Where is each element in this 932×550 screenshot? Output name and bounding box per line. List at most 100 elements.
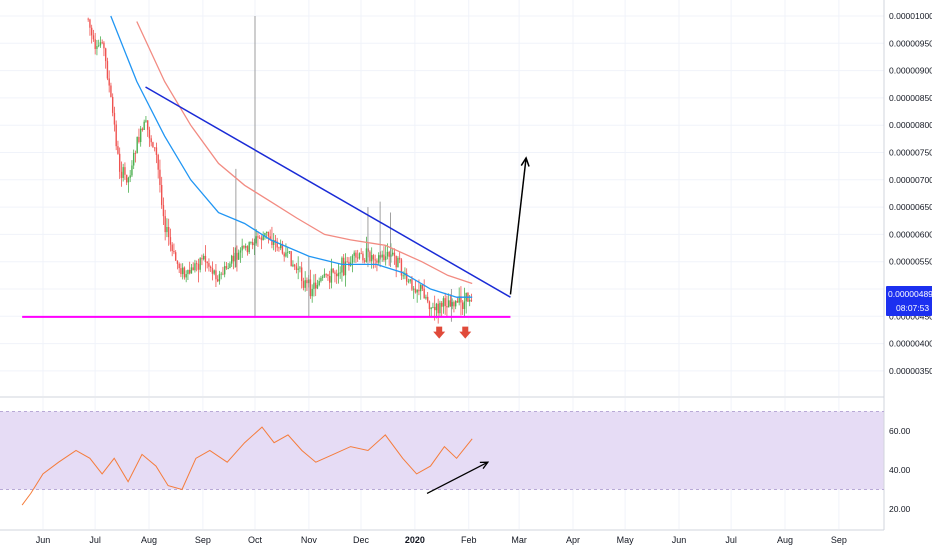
rsi-divergence-arrow [426, 461, 489, 494]
candle-body [432, 306, 434, 308]
candle-body [113, 112, 116, 125]
candle-body [411, 279, 413, 290]
candle-body [309, 279, 312, 297]
ma-slow-line [136, 21, 473, 285]
candle-body [398, 257, 401, 260]
candle-body [99, 42, 102, 46]
candle-body [197, 263, 200, 270]
price-tick-label: 0.00000700 [889, 175, 932, 185]
time-tick-label: Sep [831, 535, 847, 545]
candle-body [253, 243, 256, 246]
candle-body [190, 267, 193, 274]
candle-body [369, 251, 371, 262]
candle-body [286, 251, 289, 253]
candle-body [129, 175, 131, 178]
candle-body [239, 250, 242, 253]
candle-body [300, 267, 303, 282]
projection-arrow [509, 157, 527, 295]
trendline [145, 86, 511, 298]
candle-body [426, 296, 429, 302]
candle-body [246, 246, 249, 253]
candle-body [132, 153, 135, 166]
candle-body [96, 46, 98, 49]
candle-body [164, 216, 166, 233]
price-tick-label: 0.00000850 [889, 93, 932, 103]
candle-body [230, 255, 233, 264]
candle-body [453, 302, 455, 307]
price-tick-label: 0.00000650 [889, 202, 932, 212]
candle-body [104, 48, 107, 62]
moving-averages [110, 15, 473, 298]
candle-body [285, 252, 287, 257]
down-arrow-marker [433, 326, 446, 339]
candle-body [363, 260, 366, 262]
candle-body [209, 266, 212, 269]
candle-body [449, 300, 452, 307]
candle-body [288, 251, 291, 252]
candle-body [94, 39, 96, 49]
candle-body [419, 284, 422, 292]
candle-body [167, 227, 170, 238]
candle-body [304, 280, 306, 288]
candle-body [295, 266, 298, 270]
candles [87, 16, 473, 324]
candle-body [365, 248, 368, 262]
candle-body [444, 298, 446, 307]
candle-body [454, 300, 457, 307]
candle-body [195, 263, 198, 265]
candle-body [244, 246, 247, 248]
candle-body [405, 273, 408, 282]
candle-body [421, 284, 424, 289]
candle-body [146, 120, 149, 130]
candle-body [442, 298, 445, 307]
ma-fast-line [110, 15, 473, 298]
candle-body [407, 281, 410, 283]
time-tick-label: Nov [301, 535, 318, 545]
candle-body [362, 253, 364, 261]
candle-body [106, 61, 109, 79]
candle-body [234, 252, 236, 262]
candle-body [192, 267, 194, 271]
candle-body [458, 296, 460, 303]
candle-body [213, 270, 215, 274]
candle-body [153, 147, 156, 149]
candle-body [208, 263, 210, 267]
candle-body [330, 268, 333, 283]
rsi [0, 411, 884, 506]
time-tick-label: 2020 [405, 535, 425, 545]
candle-body [355, 252, 357, 258]
candle-body [171, 244, 173, 251]
candle-body [229, 263, 231, 269]
candle-body [204, 255, 207, 262]
candle-body [461, 302, 464, 310]
candle-body [440, 302, 443, 307]
candle-body [225, 266, 228, 269]
candle-body [201, 258, 203, 260]
candle-body [125, 174, 128, 183]
candle-body [206, 261, 208, 264]
candle-body [292, 264, 294, 267]
candle-body [269, 236, 271, 240]
candle-body [339, 272, 341, 274]
candle-body [435, 303, 438, 311]
price-tick-label: 0.00000600 [889, 229, 932, 239]
time-tick-label: Jul [89, 535, 101, 545]
candle-body [180, 268, 182, 275]
candle-body [262, 235, 264, 241]
candle-body [258, 237, 261, 239]
candle-body [101, 42, 103, 44]
candle-body [183, 267, 186, 278]
price-tick-label: 0.00001000 [889, 11, 932, 21]
time-tick-label: Oct [248, 535, 263, 545]
time-tick-label: Aug [777, 535, 793, 545]
candle-body [260, 237, 263, 241]
time-tick-label: Aug [141, 535, 157, 545]
candle-body [136, 136, 138, 154]
candle-body [108, 78, 110, 86]
price-tick-label: 0.00000800 [889, 120, 932, 130]
candle-body [194, 263, 196, 271]
candle-body [418, 289, 420, 292]
candle-body [414, 288, 417, 293]
candle-body [314, 282, 317, 289]
